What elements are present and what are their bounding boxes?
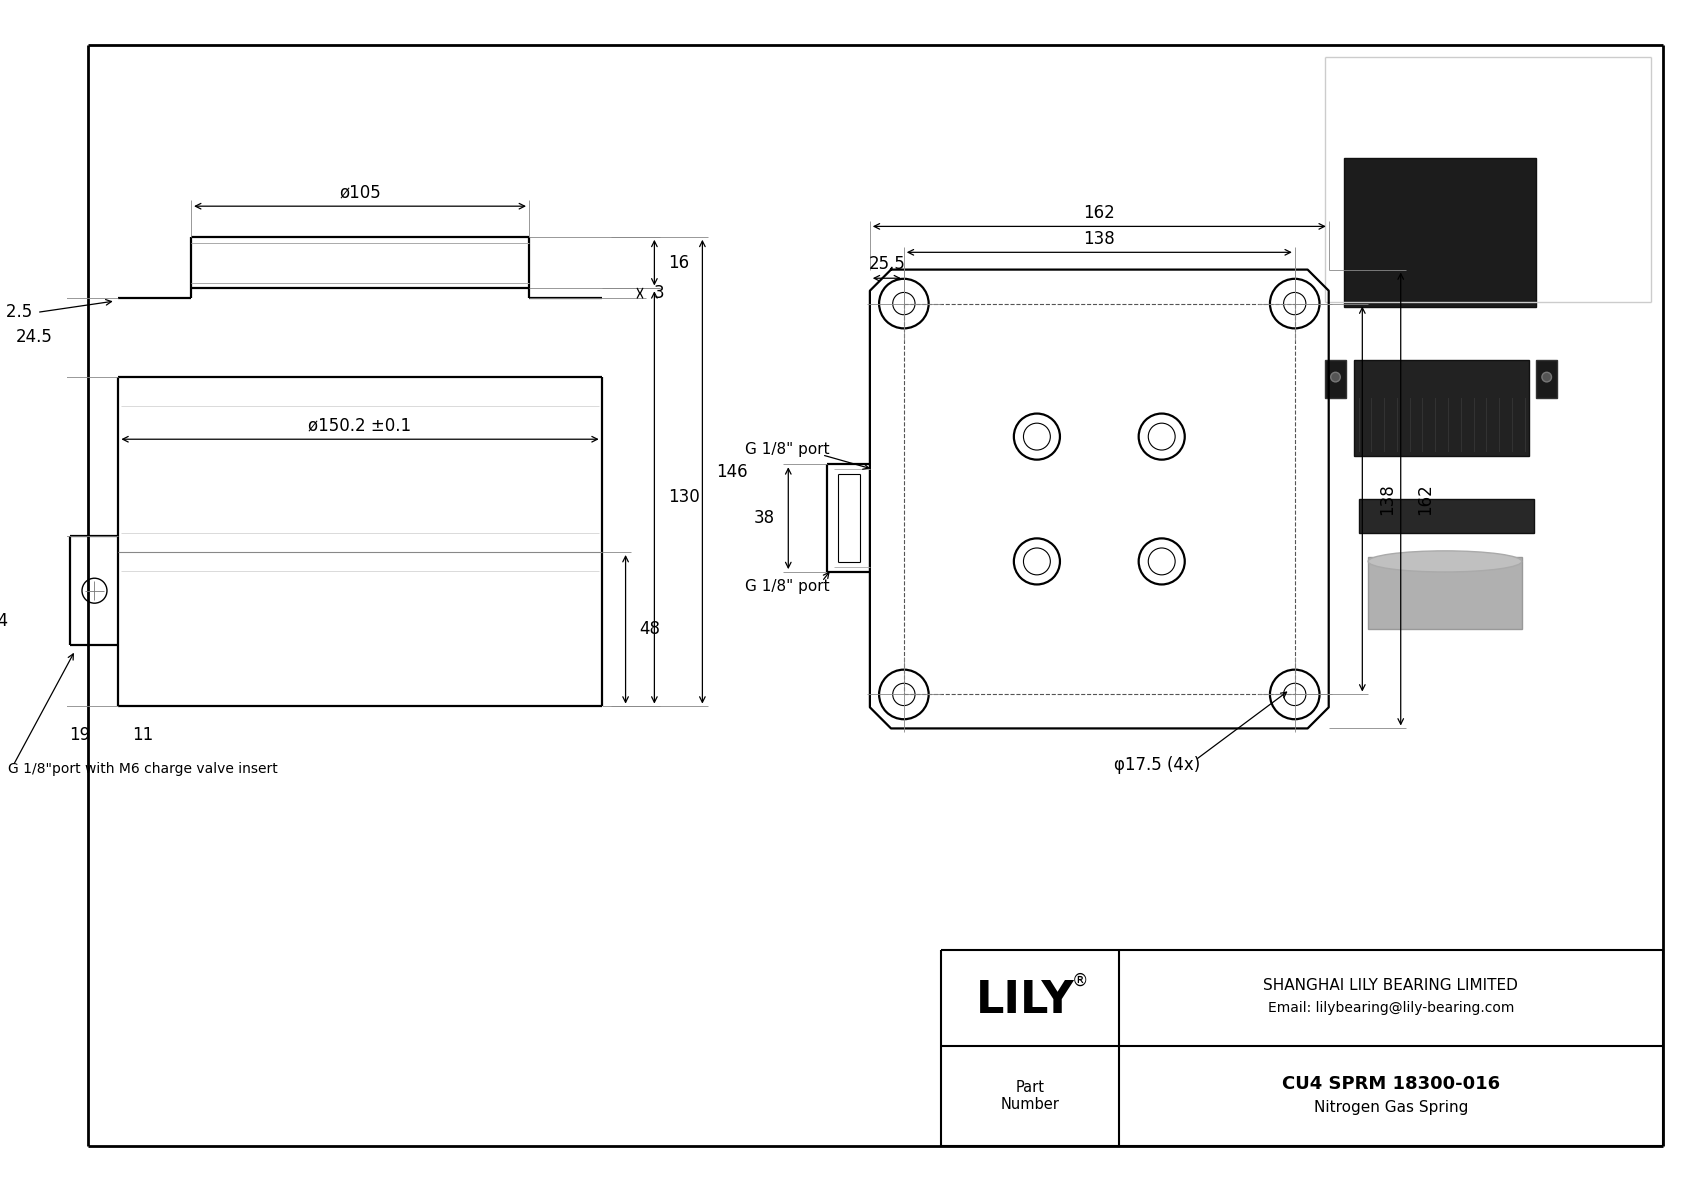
Text: G 1/8" port: G 1/8" port: [744, 443, 830, 457]
Text: G 1/8"port with M6 charge valve insert: G 1/8"port with M6 charge valve insert: [8, 762, 278, 775]
Bar: [1354, 360, 1529, 456]
Text: 138: 138: [1083, 230, 1115, 248]
Text: ø150.2 ±0.1: ø150.2 ±0.1: [308, 417, 411, 435]
Text: G 1/8" port: G 1/8" port: [744, 579, 830, 594]
Text: 3: 3: [653, 285, 663, 303]
Text: 34: 34: [0, 612, 8, 630]
Text: Part
Number: Part Number: [1000, 1080, 1059, 1112]
Bar: [1536, 360, 1558, 398]
Text: ø105: ø105: [338, 183, 381, 201]
Bar: [1359, 499, 1534, 532]
Circle shape: [1330, 373, 1340, 382]
Text: SHANGHAI LILY BEARING LIMITED: SHANGHAI LILY BEARING LIMITED: [1263, 978, 1519, 993]
Text: 16: 16: [669, 254, 689, 272]
Text: φ17.5 (4x): φ17.5 (4x): [1113, 756, 1201, 774]
Text: 130: 130: [669, 488, 699, 506]
Text: 38: 38: [754, 510, 775, 528]
Text: Nitrogen Gas Spring: Nitrogen Gas Spring: [1314, 1100, 1468, 1115]
Text: 24.5: 24.5: [15, 329, 52, 347]
Text: R 2.5: R 2.5: [0, 304, 32, 322]
Text: CU4 SPRM 18300-016: CU4 SPRM 18300-016: [1282, 1074, 1500, 1092]
Text: 138: 138: [1378, 484, 1396, 515]
Text: LILY: LILY: [975, 979, 1074, 1022]
Ellipse shape: [1367, 551, 1522, 572]
Circle shape: [1543, 373, 1551, 382]
Text: 48: 48: [638, 621, 660, 638]
Bar: [1325, 360, 1346, 398]
Text: 11: 11: [131, 727, 153, 744]
Text: 162: 162: [1416, 484, 1435, 515]
Text: Email: lilybearing@lily-bearing.com: Email: lilybearing@lily-bearing.com: [1268, 1000, 1514, 1015]
Text: 146: 146: [716, 462, 748, 481]
Text: 162: 162: [1083, 204, 1115, 222]
Bar: [1344, 158, 1536, 307]
Text: 25.5: 25.5: [869, 255, 906, 273]
Text: ®: ®: [1071, 972, 1088, 990]
Bar: [1367, 556, 1522, 629]
Text: 19: 19: [69, 727, 91, 744]
